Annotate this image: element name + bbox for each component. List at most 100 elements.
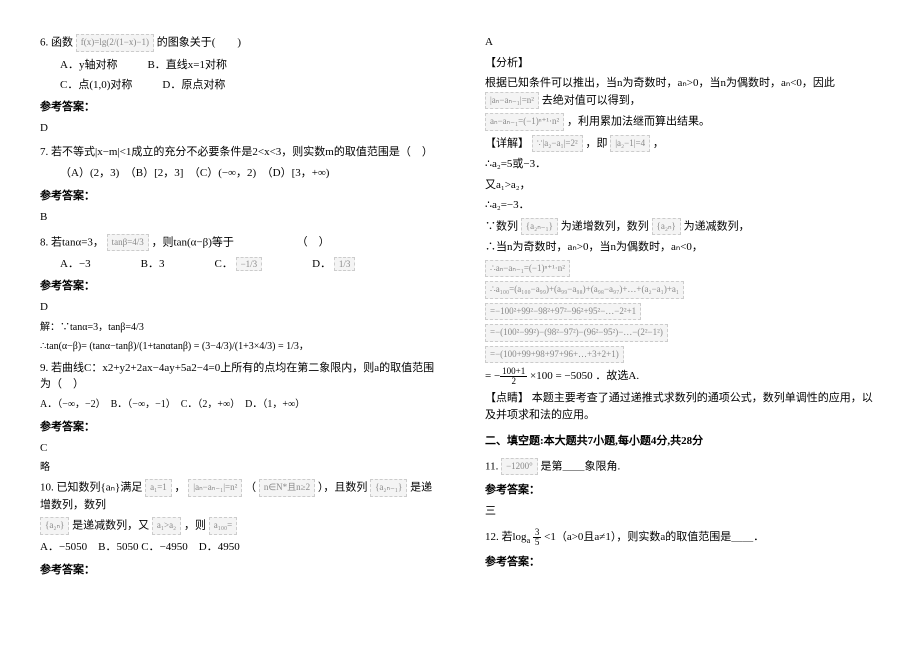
q8-optC-wrap: C． −1/3	[215, 255, 263, 271]
formula-icon: n∈N*且n≥2	[259, 479, 315, 497]
formula-icon: {a₂ₙ₋₁}	[521, 218, 558, 236]
d12-rest: ×100 = −5050	[530, 370, 593, 382]
q10-optA: A．−5050	[40, 541, 87, 553]
analysis-text-b: 去绝对值可以得到，	[542, 94, 641, 106]
q8-mid: ，则tan(α−β)等于	[152, 236, 234, 248]
d12-suffix: ．故选A.	[595, 370, 639, 382]
d6: ∴当n为奇数时，aₙ>0，当n为偶数时，aₙ<0，	[485, 239, 880, 256]
formula-icon: a₁₀₀=	[209, 517, 237, 535]
d1b: ，即	[585, 137, 607, 149]
q8-optC: C．	[215, 258, 233, 270]
formula-icon: |aₙ−aₙ₋₁|=n²	[485, 92, 539, 110]
d11: =−(100+99+98+97+96+…+3+2+1)	[485, 346, 880, 364]
d5c: 为递增数列，数列	[561, 220, 649, 232]
q11-stem: 11. −1200° 是第＿＿象限角.	[485, 458, 880, 476]
formula-icon: f(x)=lg(2/(1−x)−1)	[76, 34, 154, 52]
formula-icon: a₁=1	[145, 479, 172, 497]
q9-stem: 9. 若曲线C：x2+y2+2ax−4ay+5a2−4=0上所有的点均在第二象限…	[40, 360, 435, 393]
q8-sol2: ∴tan(α−β)= (tanα−tanβ)/(1+tanαtanβ) = (3…	[40, 339, 435, 354]
d10: =−(100²−99²)−(98²−97²)−(96²−95²)−…−(2²−1…	[485, 324, 880, 342]
detail-label: 【详解】	[485, 137, 529, 149]
q10-p2: ，	[175, 482, 186, 494]
answer-label: 参考答案：	[40, 187, 435, 203]
formula-icon: ∴a₁₀₀=(a₁₀₀−a₉₉)+(a₉₉−a₉₈)+(a₉₈−a₉₇)+…+(…	[485, 281, 684, 299]
q6-suffix: 的图象关于( )	[157, 36, 241, 48]
q11-a: 11.	[485, 460, 501, 472]
answer-label: 参考答案：	[40, 561, 435, 577]
analysis-text-a: 根据已知条件可以推出，当n为奇数时，aₙ>0，当n为偶数时，aₙ<0，因此	[485, 77, 835, 89]
fraction-icon: 3 5	[533, 528, 542, 547]
q10-p6: 是递减数列，又	[72, 520, 149, 532]
formula-icon: =−100²+99²−98²+97²−96²+95²−…−2²+1	[485, 303, 641, 321]
formula-icon: −1/3	[236, 257, 263, 271]
q12-stem: 12. 若loga 3 5 <1（a>0且a≠1），则实数a的取值范围是＿＿．	[485, 528, 880, 547]
d4: ∴a₂=−3．	[485, 197, 880, 214]
q6-optD: D．原点对称	[162, 76, 225, 92]
d8: ∴a₁₀₀=(a₁₀₀−a₉₉)+(a₉₉−a₉₈)+(a₉₈−a₉₇)+…+(…	[485, 281, 880, 299]
detail-line1: 【详解】 ∵|a₂−a₁|=2² ，即 |a₂−1|=4 ，	[485, 135, 880, 153]
analysis-label: 【分析】	[485, 55, 880, 72]
q12-base: a	[527, 536, 531, 545]
q11-b: 是第＿＿象限角.	[541, 460, 621, 472]
q9-opts: A．（−∞，−2） B．（−∞，−1） C．（2，+∞） D．（1，+∞）	[40, 397, 435, 412]
q8-optD: D．	[312, 258, 331, 270]
q8-paren: （ ）	[297, 236, 330, 248]
left-column: 6. 函数 f(x)=lg(2/(1−x)−1) 的图象关于( ) A．y轴对称…	[40, 30, 435, 583]
q6-opts-row2: C．点(1,0)对称 D．原点对称	[60, 76, 435, 92]
dianjing-text: 本题主要考查了通过递推式求数列的通项公式，数列单调性的应用，以及并项求和法的应用…	[485, 392, 873, 421]
analysis-line2: aₙ−aₙ₋₁=(−1)ⁿ⁺¹·n² ，利用累加法继而算出结果。	[485, 113, 880, 131]
frac-den: 2	[500, 377, 527, 386]
analysis-text-c: ，利用累加法继而算出结果。	[567, 115, 710, 127]
q6-opts-row1: A．y轴对称 B．直线x=1对称	[60, 56, 435, 72]
q12-b: <1（a>0且a≠1），则实数a的取值范围是＿＿．	[544, 531, 764, 543]
answer-label: 参考答案：	[40, 98, 435, 114]
q10-stem: 10. 已知数列{aₙ}满足 a₁=1 ， |aₙ−aₙ₋₁|=n² （ n∈N…	[40, 479, 435, 513]
q6-stem: 6. 函数 f(x)=lg(2/(1−x)−1) 的图象关于( )	[40, 34, 435, 52]
q6-optC: C．点(1,0)对称	[60, 76, 132, 92]
dianjing-label: 【点睛】	[485, 392, 529, 404]
q10-answer: A	[485, 34, 880, 51]
q8-optD-wrap: D． 1/3	[312, 255, 355, 271]
answer-label: 参考答案：	[485, 553, 880, 569]
q9-note: 略	[40, 460, 435, 475]
answer-label: 参考答案：	[40, 418, 435, 434]
q12-a: 12. 若log	[485, 531, 527, 543]
q7-answer: B	[40, 209, 435, 226]
q6-prefix: 6. 函数	[40, 36, 73, 48]
q7-opts: （A）(2，3) （B）[2，3] （C）(−∞，2) （D）[3，+∞)	[40, 165, 435, 182]
q8-opts: A．−3 B．3 C． −1/3 D． 1/3	[60, 255, 435, 271]
q10-p1: 10. 已知数列{aₙ}满足	[40, 482, 142, 494]
formula-icon: aₙ−aₙ₋₁=(−1)ⁿ⁺¹·n²	[485, 113, 564, 131]
formula-icon: tanβ=4/3	[107, 234, 149, 252]
frac-den: 5	[533, 538, 542, 547]
section2-title: 二、填空题:本大题共7小题,每小题4分,共28分	[485, 433, 880, 450]
d2: ∴a₂=5或−3．	[485, 156, 880, 173]
d5a: ∵数列	[485, 220, 518, 232]
dianjing: 【点睛】 本题主要考查了通过递推式求数列的通项公式，数列单调性的应用，以及并项求…	[485, 390, 880, 423]
q8-prefix: 8. 若tanα=3，	[40, 236, 104, 248]
answer-label: 参考答案：	[40, 277, 435, 293]
q6-answer: D	[40, 120, 435, 137]
q10-p4: ），且数列	[318, 482, 368, 494]
formula-icon: |a₂−1|=4	[610, 135, 650, 153]
q10-optB: B．5050	[98, 541, 138, 553]
frac-num: 3	[533, 528, 542, 538]
answer-label: 参考答案：	[485, 481, 880, 497]
q11-answer: 三	[485, 503, 880, 520]
formula-icon: {a₂ₙ₋₁}	[370, 479, 407, 497]
q10-optC: C．−4950	[141, 541, 188, 553]
formula-icon: =−(100+99+98+97+96+…+3+2+1)	[485, 346, 624, 364]
d12: = − 100+1 2 ×100 = −5050 ．故选A.	[485, 367, 880, 386]
q8-optB: B．3	[141, 255, 165, 271]
q7-stem: 7. 若不等式|x−m|<1成立的充分不必要条件是2<x<3，则实数m的取值范围…	[40, 144, 435, 161]
right-column: A 【分析】 根据已知条件可以推出，当n为奇数时，aₙ>0，当n为偶数时，aₙ<…	[485, 30, 880, 583]
analysis-line: 根据已知条件可以推出，当n为奇数时，aₙ>0，当n为偶数时，aₙ<0，因此 |a…	[485, 75, 880, 109]
q10-opts: A．−5050 B．5050 C．−4950 D．4950	[40, 539, 435, 556]
formula-icon: =−(100²−99²)−(98²−97²)−(96²−95²)−…−(2²−1…	[485, 324, 668, 342]
q8-sol1: 解：∵tanα=3，tanβ=4/3	[40, 320, 435, 335]
formula-icon: {a₂ₙ}	[652, 218, 681, 236]
d5e: 为递减数列，	[684, 220, 750, 232]
q6-optA: A．y轴对称	[60, 56, 117, 72]
d9: =−100²+99²−98²+97²−96²+95²−…−2²+1	[485, 303, 880, 321]
q8-optA: A．−3	[60, 255, 91, 271]
